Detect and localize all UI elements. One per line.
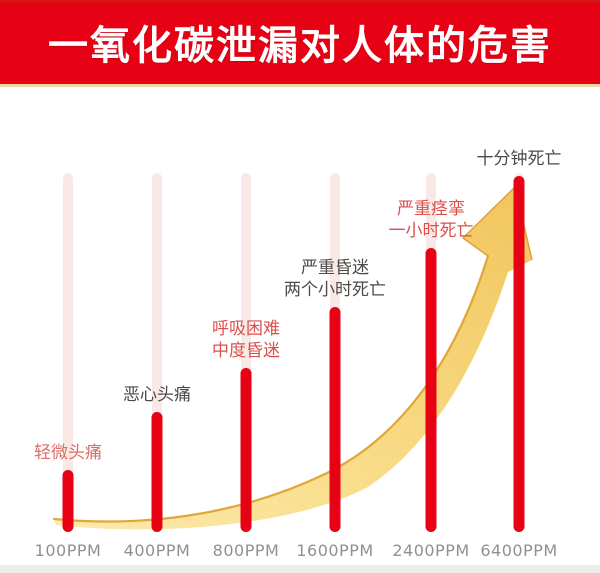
effect-label-line: 十分钟死亡 [476, 149, 562, 169]
severity-bar [329, 307, 341, 532]
co-danger-chart: 轻微头痛 100PPM 恶心头痛 400PPM 呼吸困难 中度昏迷 800PPM 严重昏迷 两个… [0, 87, 600, 573]
title-banner: 一氧化碳泄漏对人体的危害 [0, 0, 600, 87]
effect-label: 轻微头痛 [0, 442, 148, 464]
effect-label: 呼吸困难 中度昏迷 [166, 318, 326, 362]
effect-label-line: 一小时死亡 [388, 221, 474, 241]
effect-label: 十分钟死亡 [439, 148, 599, 170]
chart-columns: 轻微头痛 100PPM 恶心头痛 400PPM 呼吸困难 中度昏迷 800PPM 严重昏迷 两个… [0, 87, 600, 573]
effect-label-line: 呼吸困难 [212, 319, 280, 339]
effect-label: 恶心头痛 [77, 384, 237, 406]
chart-column: 十分钟死亡 6400PPM [439, 87, 599, 573]
effect-label-line: 严重痉挛 [397, 199, 465, 219]
ppm-axis-label: 800PPM [212, 541, 280, 560]
severity-bar [151, 412, 163, 532]
severity-bar [513, 176, 525, 532]
effect-label: 严重痉挛 一小时死亡 [351, 198, 511, 242]
ppm-axis-label: 100PPM [34, 541, 102, 560]
severity-bar [240, 368, 252, 532]
effect-label-line: 中度昏迷 [212, 341, 280, 361]
severity-bar [62, 470, 74, 532]
effect-label: 严重昏迷 两个小时死亡 [255, 257, 415, 301]
effect-label-line: 两个小时死亡 [284, 280, 386, 300]
ppm-axis-label: 6400PPM [480, 541, 558, 560]
effect-label-line: 严重昏迷 [301, 258, 369, 278]
severity-bar [425, 248, 437, 532]
effect-label-line: 轻微头痛 [34, 443, 102, 463]
ppm-axis-label: 1600PPM [296, 541, 374, 560]
ppm-axis-label: 400PPM [123, 541, 191, 560]
effect-label-line: 恶心头痛 [123, 385, 191, 405]
ppm-axis-label: 2400PPM [392, 541, 470, 560]
page-title: 一氧化碳泄漏对人体的危害 [48, 23, 552, 69]
bottom-divider [0, 565, 600, 573]
